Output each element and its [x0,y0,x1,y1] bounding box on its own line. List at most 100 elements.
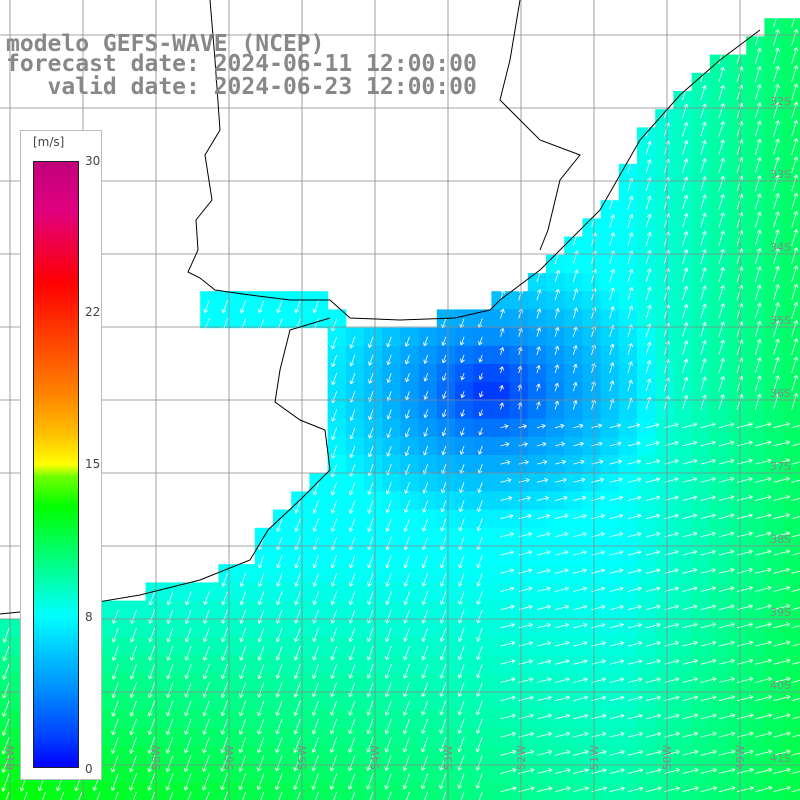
wind-arrow [646,677,661,683]
wind-arrow [147,718,156,736]
wind-arrow [682,140,689,155]
wind-arrow [627,604,642,611]
wind-arrow [293,700,301,717]
wind-arrow [312,609,319,624]
wind-arrow [536,695,552,702]
wind-arrow [573,786,589,793]
wind-arrow [478,791,483,800]
wind-arrow [366,773,374,790]
field-cell [655,218,674,238]
wind-arrow [791,320,799,337]
field-cell [637,345,656,365]
field-cell [746,145,765,165]
wind-arrow [718,422,735,429]
wind-arrow [555,423,565,429]
wind-arrow [312,518,319,532]
wind-arrow [441,354,447,364]
wind-arrow [275,645,283,661]
wind-arrow [348,609,356,624]
wind-arrow [294,645,301,661]
wind-arrow [555,477,567,483]
wind-arrow [258,300,265,314]
wind-arrow [421,664,429,679]
wind-arrow [475,718,483,734]
field-cell [709,273,729,292]
wind-arrow [294,518,301,532]
wind-arrow [478,409,484,417]
wind-arrow [627,695,643,702]
wind-arrow [1,755,10,773]
field-cell [509,309,529,329]
wind-arrow [439,627,447,642]
wind-arrow [459,482,465,494]
wind-arrow [554,288,560,301]
field-cell [618,218,638,238]
wind-arrow [385,627,392,642]
wind-arrow [184,755,192,773]
wind-arrow [773,749,791,756]
field-cell [709,109,729,128]
field-cell [673,182,693,201]
wind-arrow [238,718,247,735]
wind-arrow [627,495,642,501]
wind-arrow [554,382,559,392]
wind-arrow [573,586,588,592]
wind-arrow [60,791,65,800]
wind-arrow [555,786,571,793]
wind-arrow [700,531,716,538]
field-cell [691,200,711,219]
wind-arrow [220,718,228,735]
field-cell [782,582,800,602]
wind-arrow [331,336,338,350]
wind-arrow [682,749,699,756]
wind-arrow [718,567,735,574]
wind-arrow [421,755,429,771]
wind-arrow [2,682,10,699]
wind-arrow [476,554,483,569]
field-cell [637,163,656,183]
wind-arrow [221,627,228,643]
wind-arrow [627,286,634,301]
wind-arrow [536,786,553,793]
wind-arrow [718,357,725,374]
wind-arrow [148,609,156,624]
wind-arrow [331,372,338,386]
wind-arrow [166,591,174,606]
field-cell [637,218,656,238]
wind-arrow [555,532,569,538]
wind-arrow [385,554,392,569]
field-cell [709,309,729,329]
wind-arrow [755,513,772,520]
wind-arrow [755,585,772,592]
wind-arrow [700,477,716,483]
wind-arrow [573,604,588,611]
wind-arrow [330,573,338,587]
wind-arrow [754,266,762,283]
wind-arrow [421,518,429,532]
wind-arrow [385,664,392,679]
lat-label: 33S [770,168,791,181]
wind-arrow [700,568,716,574]
field-cell [782,200,800,219]
wind-arrow [499,328,505,337]
field-cell [436,782,456,800]
wind-arrow [627,713,643,720]
wind-arrow [755,476,772,483]
field-cell [709,345,729,365]
wind-arrow [220,755,228,772]
field-cell [728,109,747,128]
wind-arrow [645,768,662,774]
wind-arrow [627,586,642,592]
wind-arrow [609,477,623,483]
wind-arrow [609,586,624,592]
wind-arrow [646,659,661,665]
wind-arrow [555,550,569,556]
wind-arrow [700,103,707,119]
wind-arrow [627,195,634,210]
wind-arrow [348,664,356,679]
wind-arrow [129,755,137,773]
wind-arrow [755,604,772,611]
wind-arrow [2,627,10,643]
field-cell [691,127,711,147]
wind-arrow [773,174,780,192]
